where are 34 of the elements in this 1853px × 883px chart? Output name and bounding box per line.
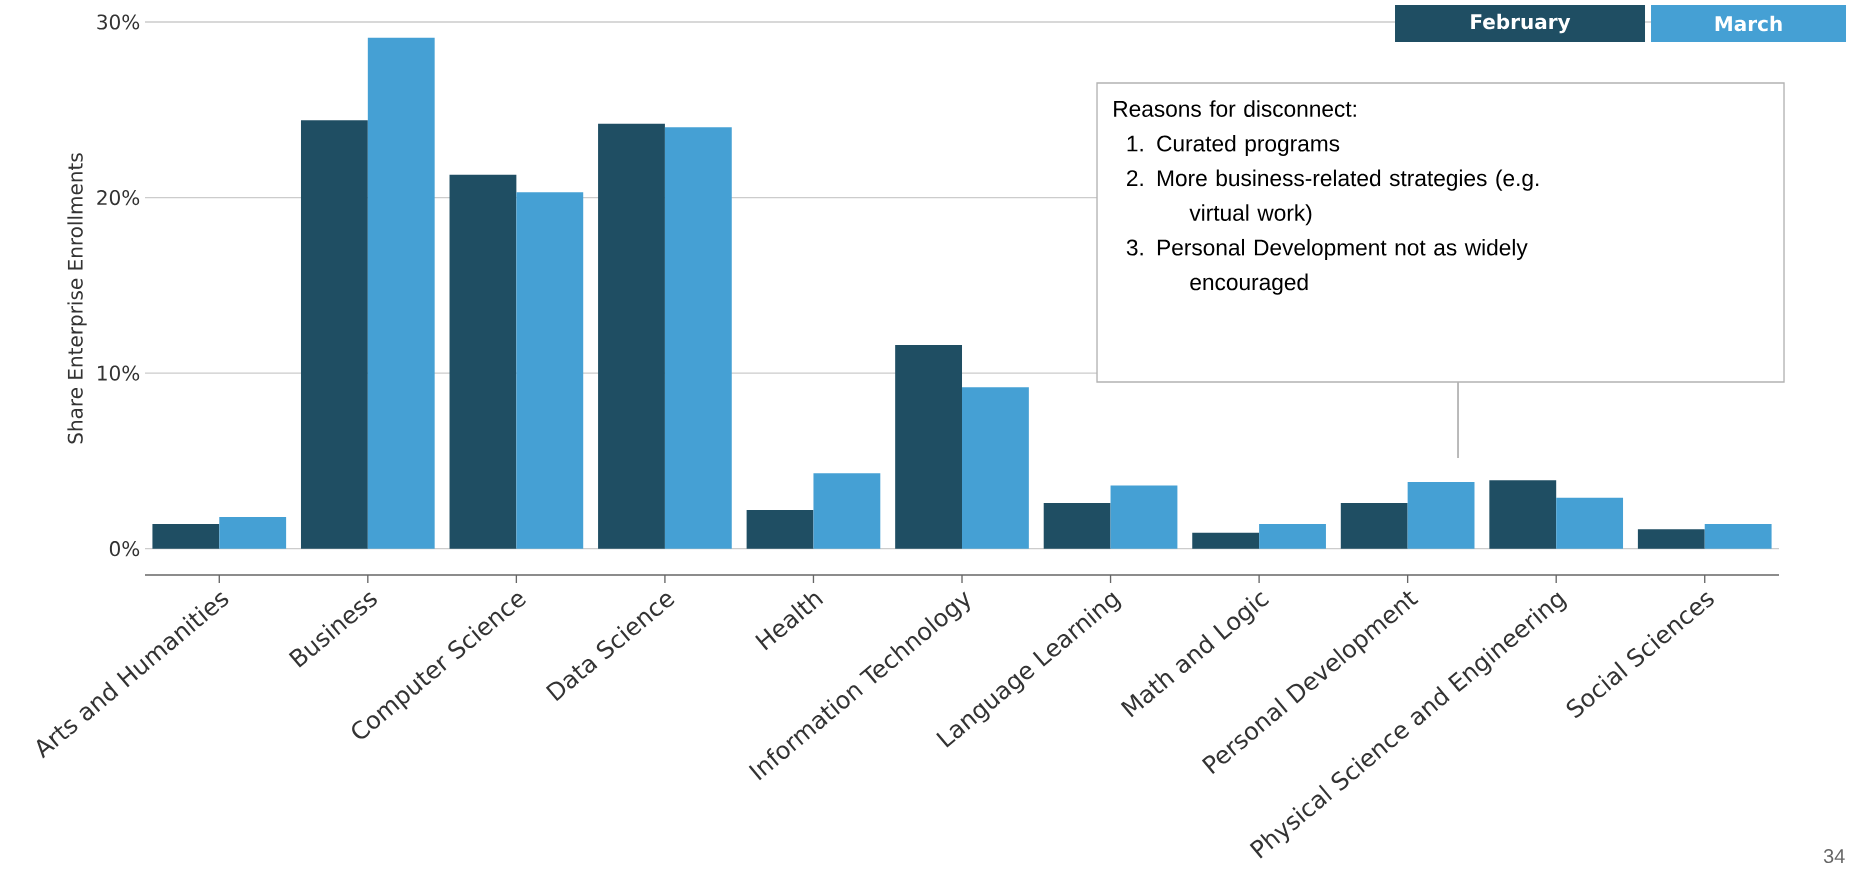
bar: [1407, 481, 1475, 549]
bar: [598, 123, 665, 549]
bar: [1489, 480, 1557, 549]
bar: [1110, 485, 1178, 549]
bar: [746, 510, 814, 549]
y-axis-title: Share Enterprise Enrollments: [67, 153, 87, 444]
text: March: [1715, 15, 1782, 32]
bar: [1043, 503, 1111, 549]
bar: [895, 345, 963, 549]
annotation: 1. Curated programs: [1127, 134, 1340, 157]
annotation: Reasons for disconnect:: [1114, 100, 1356, 117]
bar: [962, 387, 1029, 549]
annotation: 3. Personal Development not as widely encouraged: [1126, 238, 1528, 295]
annotation: 2. More business-related strategies (e.g. virtual work): [1127, 169, 1539, 226]
bar: [1340, 503, 1408, 549]
bar: [1259, 524, 1326, 549]
bar: [813, 473, 881, 549]
bar: [1556, 497, 1624, 549]
bar: [664, 127, 732, 549]
bar: [1637, 529, 1705, 549]
y-tick-label: 10%: [98, 365, 140, 381]
y-tick-label: 20%: [97, 189, 140, 206]
text: February: [1471, 13, 1571, 34]
y-tick-label: 0%: [109, 541, 140, 557]
bar: [516, 192, 584, 549]
bar: [1192, 532, 1260, 549]
text: 34: [1823, 848, 1845, 864]
bar: [1704, 524, 1772, 549]
y-tick-label: 30%: [97, 14, 140, 30]
bar: [367, 37, 435, 549]
bar: [219, 517, 287, 549]
bar: [152, 524, 220, 549]
bar: [449, 174, 517, 549]
bar: [300, 120, 368, 549]
